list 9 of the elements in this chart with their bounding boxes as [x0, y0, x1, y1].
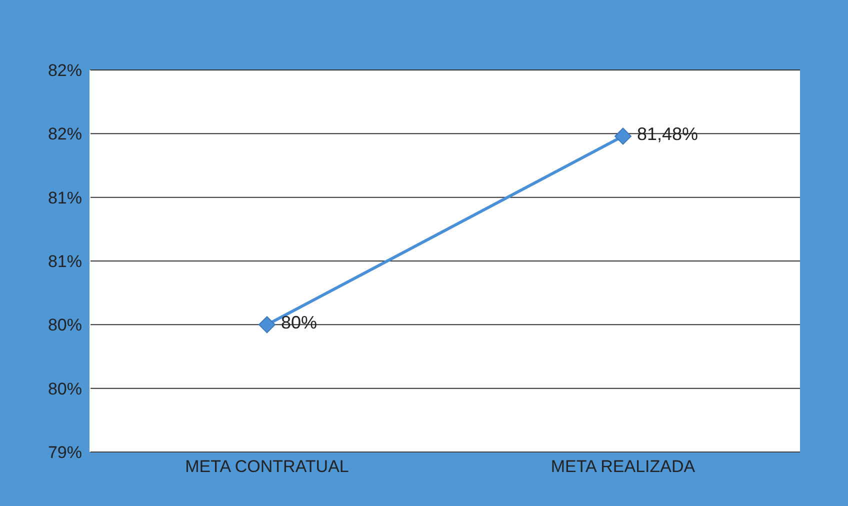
x-tick-label: META CONTRATUAL: [185, 457, 349, 476]
y-tick-label: 80%: [48, 316, 82, 335]
y-tick-label: 79%: [48, 443, 82, 462]
y-tick-label: 82%: [48, 124, 82, 144]
y-tick-label: 81%: [48, 188, 82, 208]
y-tick-label: 81%: [48, 252, 82, 272]
y-tick-label: 80%: [48, 379, 82, 398]
x-tick-label: META REALIZADA: [550, 457, 696, 476]
y-tick-label: 82%: [48, 61, 82, 80]
